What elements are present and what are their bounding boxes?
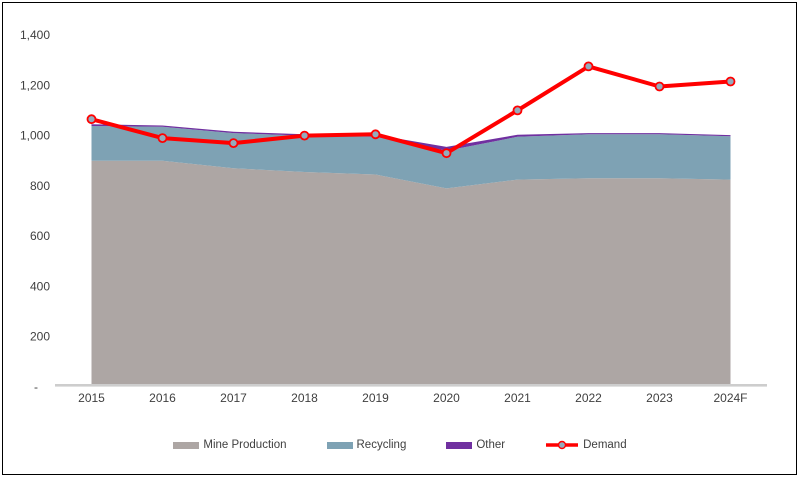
y-tick-label-1200: 1,200 [20, 78, 50, 92]
y-tick-label-600: 600 [30, 229, 50, 243]
area-mine-production [91, 160, 731, 384]
legend-label-recycling: Recycling [356, 439, 407, 451]
demand-marker-2024F [725, 76, 736, 87]
x-tick-label-2024f: 2024F [713, 391, 747, 405]
y-tick-label-800: 800 [30, 179, 50, 193]
demand-marker-2015 [86, 114, 97, 125]
demand-marker-2017 [228, 138, 239, 149]
demand-marker-2019 [370, 129, 381, 140]
legend-label-other: Other [476, 439, 506, 451]
y-axis-labels: - 200 400 600 800 1,000 1,200 1,400 [20, 28, 50, 394]
demand-marker-2016 [157, 133, 168, 144]
legend-label-mine-production: Mine Production [203, 439, 287, 451]
legend-swatch-other [446, 441, 473, 449]
x-tick-label-2020: 2020 [433, 391, 460, 405]
y-tick-label-400: 400 [30, 279, 50, 293]
y-tick-label-200: 200 [30, 330, 50, 344]
x-tick-label-2021: 2021 [504, 391, 531, 405]
demand-markers [86, 61, 736, 159]
y-tick-label-0: - [34, 380, 38, 394]
legend-item-other: Other [446, 439, 505, 451]
legend-swatch-recycling [326, 441, 353, 449]
y-tick-label-1000: 1,000 [20, 129, 50, 143]
x-axis-line [55, 384, 767, 387]
legend-item-mine-production: Mine Production [173, 439, 287, 451]
area-series-group [91, 124, 731, 384]
demand-marker-2021 [512, 105, 523, 116]
legend-line-sample-demand [546, 440, 579, 450]
x-tick-label-2016: 2016 [149, 391, 176, 405]
x-tick-label-2022: 2022 [575, 391, 602, 405]
x-tick-label-2023: 2023 [646, 391, 673, 405]
x-tick-label-2018: 2018 [291, 391, 318, 405]
demand-marker-2023 [654, 81, 665, 92]
legend-label-demand: Demand [583, 439, 627, 451]
x-tick-label-2015: 2015 [78, 391, 105, 405]
x-tick-label-2019: 2019 [362, 391, 389, 405]
x-tick-label-2017: 2017 [220, 391, 247, 405]
demand-marker-2018 [299, 130, 310, 141]
demand-marker-2022 [583, 61, 594, 72]
demand-line [89, 64, 733, 156]
legend-item-recycling: Recycling [326, 439, 407, 451]
legend-swatch-mine-production [173, 441, 200, 449]
demand-marker-2020 [441, 148, 452, 159]
legend-item-demand: Demand [545, 439, 627, 451]
y-tick-label-1400: 1,400 [20, 28, 50, 42]
chart-legend: Mine Production Recycling Other Demand [0, 436, 800, 454]
x-axis-labels: 2015 2016 2017 2018 2019 2020 2021 2022 2023 2024… [78, 391, 747, 405]
